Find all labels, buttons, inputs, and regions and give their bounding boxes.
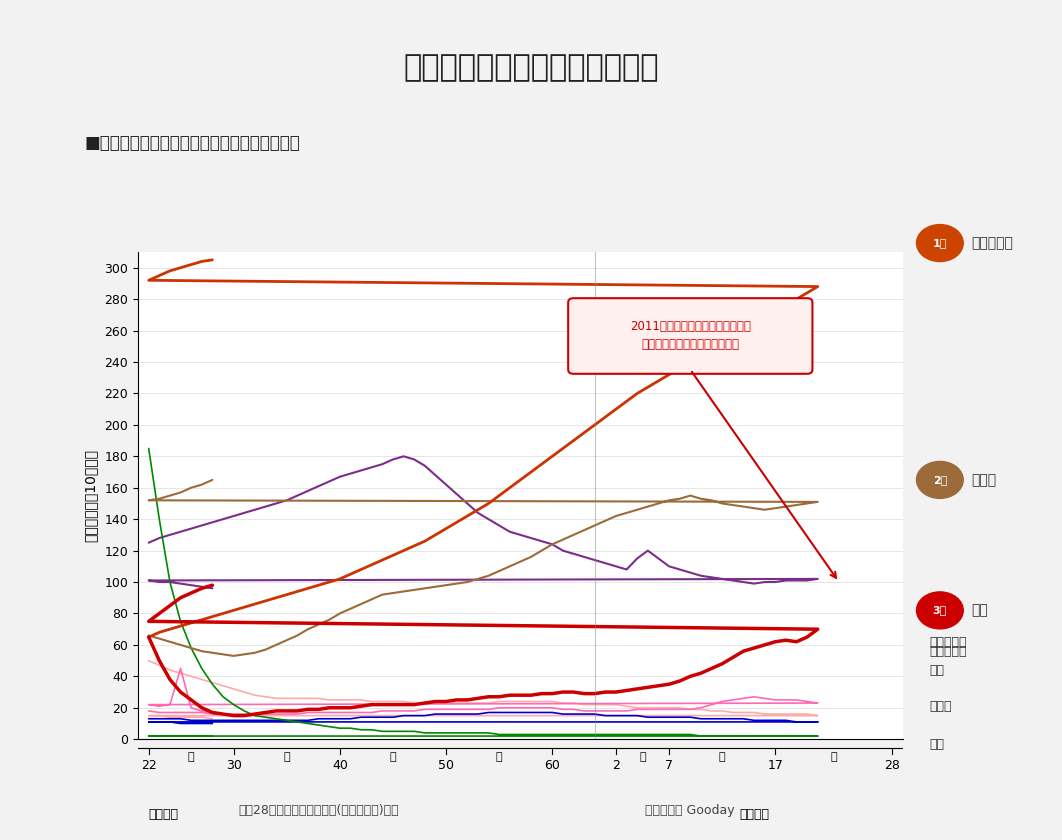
- Circle shape: [917, 224, 963, 261]
- Text: 2: 2: [612, 759, 620, 772]
- Text: 出典：日経 Gooday: 出典：日経 Gooday: [646, 804, 735, 817]
- Text: 1位: 1位: [932, 238, 947, 248]
- Text: 17: 17: [768, 759, 783, 772]
- Text: 40: 40: [332, 759, 347, 772]
- Text: 30: 30: [226, 759, 241, 772]
- Text: ・: ・: [830, 752, 837, 762]
- Text: 結核: 結核: [929, 738, 944, 751]
- Text: 脳血管疾患: 脳血管疾患: [929, 637, 966, 649]
- Text: 不慮の事故: 不慮の事故: [929, 645, 966, 658]
- Text: ・: ・: [496, 752, 502, 762]
- Text: 60: 60: [545, 759, 560, 772]
- Circle shape: [917, 592, 963, 629]
- Text: 肺炎: 肺炎: [972, 603, 989, 617]
- Text: 2位: 2位: [932, 475, 947, 485]
- Text: 平成28年「人口動態統計」(厚生労働省)より: 平成28年「人口動態統計」(厚生労働省)より: [238, 804, 399, 817]
- Text: 28: 28: [885, 759, 900, 772]
- Text: 「肺炎」日本人の死因第３位に: 「肺炎」日本人の死因第３位に: [404, 53, 658, 81]
- Text: ・: ・: [188, 752, 194, 762]
- FancyBboxPatch shape: [568, 298, 812, 374]
- Text: 50: 50: [438, 759, 455, 772]
- Y-axis label: 死亡率（人口10万対）: 死亡率（人口10万対）: [84, 449, 98, 542]
- Text: ・: ・: [284, 752, 290, 762]
- Text: 悪性新生物: 悪性新生物: [972, 236, 1013, 250]
- Text: 2011年から、肺炎は脳血管疾患に
代わって死因第３位に浮上した: 2011年から、肺炎は脳血管疾患に 代わって死因第３位に浮上した: [630, 321, 751, 351]
- Text: 7: 7: [665, 759, 673, 772]
- Text: 平成・年: 平成・年: [739, 808, 769, 822]
- Text: 22: 22: [141, 759, 156, 772]
- Text: 肝疾患: 肝疾患: [929, 701, 952, 713]
- Circle shape: [917, 461, 963, 498]
- Text: ■日本における死因別にみた死亡率の年次推移: ■日本における死因別にみた死亡率の年次推移: [85, 134, 301, 152]
- Text: 昭和・年: 昭和・年: [149, 808, 178, 822]
- Text: 心疾患: 心疾患: [972, 473, 997, 487]
- Text: ・: ・: [390, 752, 396, 762]
- Text: ・: ・: [719, 752, 725, 762]
- Text: 自殺: 自殺: [929, 664, 944, 677]
- Text: 3位: 3位: [932, 606, 947, 616]
- Text: ・: ・: [639, 752, 646, 762]
